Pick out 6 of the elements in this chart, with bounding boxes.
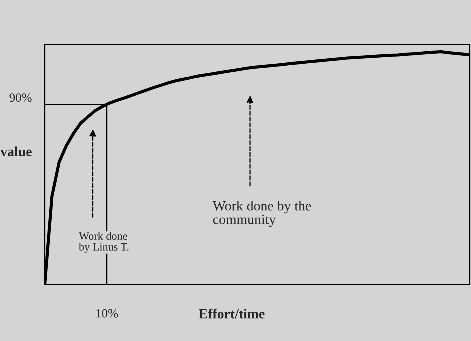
annotation: Work done by Linus T. [79,232,129,254]
x-axis-title: Effort/time [199,308,265,319]
text: 90% [10,94,32,102]
annotation: Work done by the community [212,201,312,228]
y-axis-title: value [0,146,32,157]
text: 10% [96,309,118,318]
